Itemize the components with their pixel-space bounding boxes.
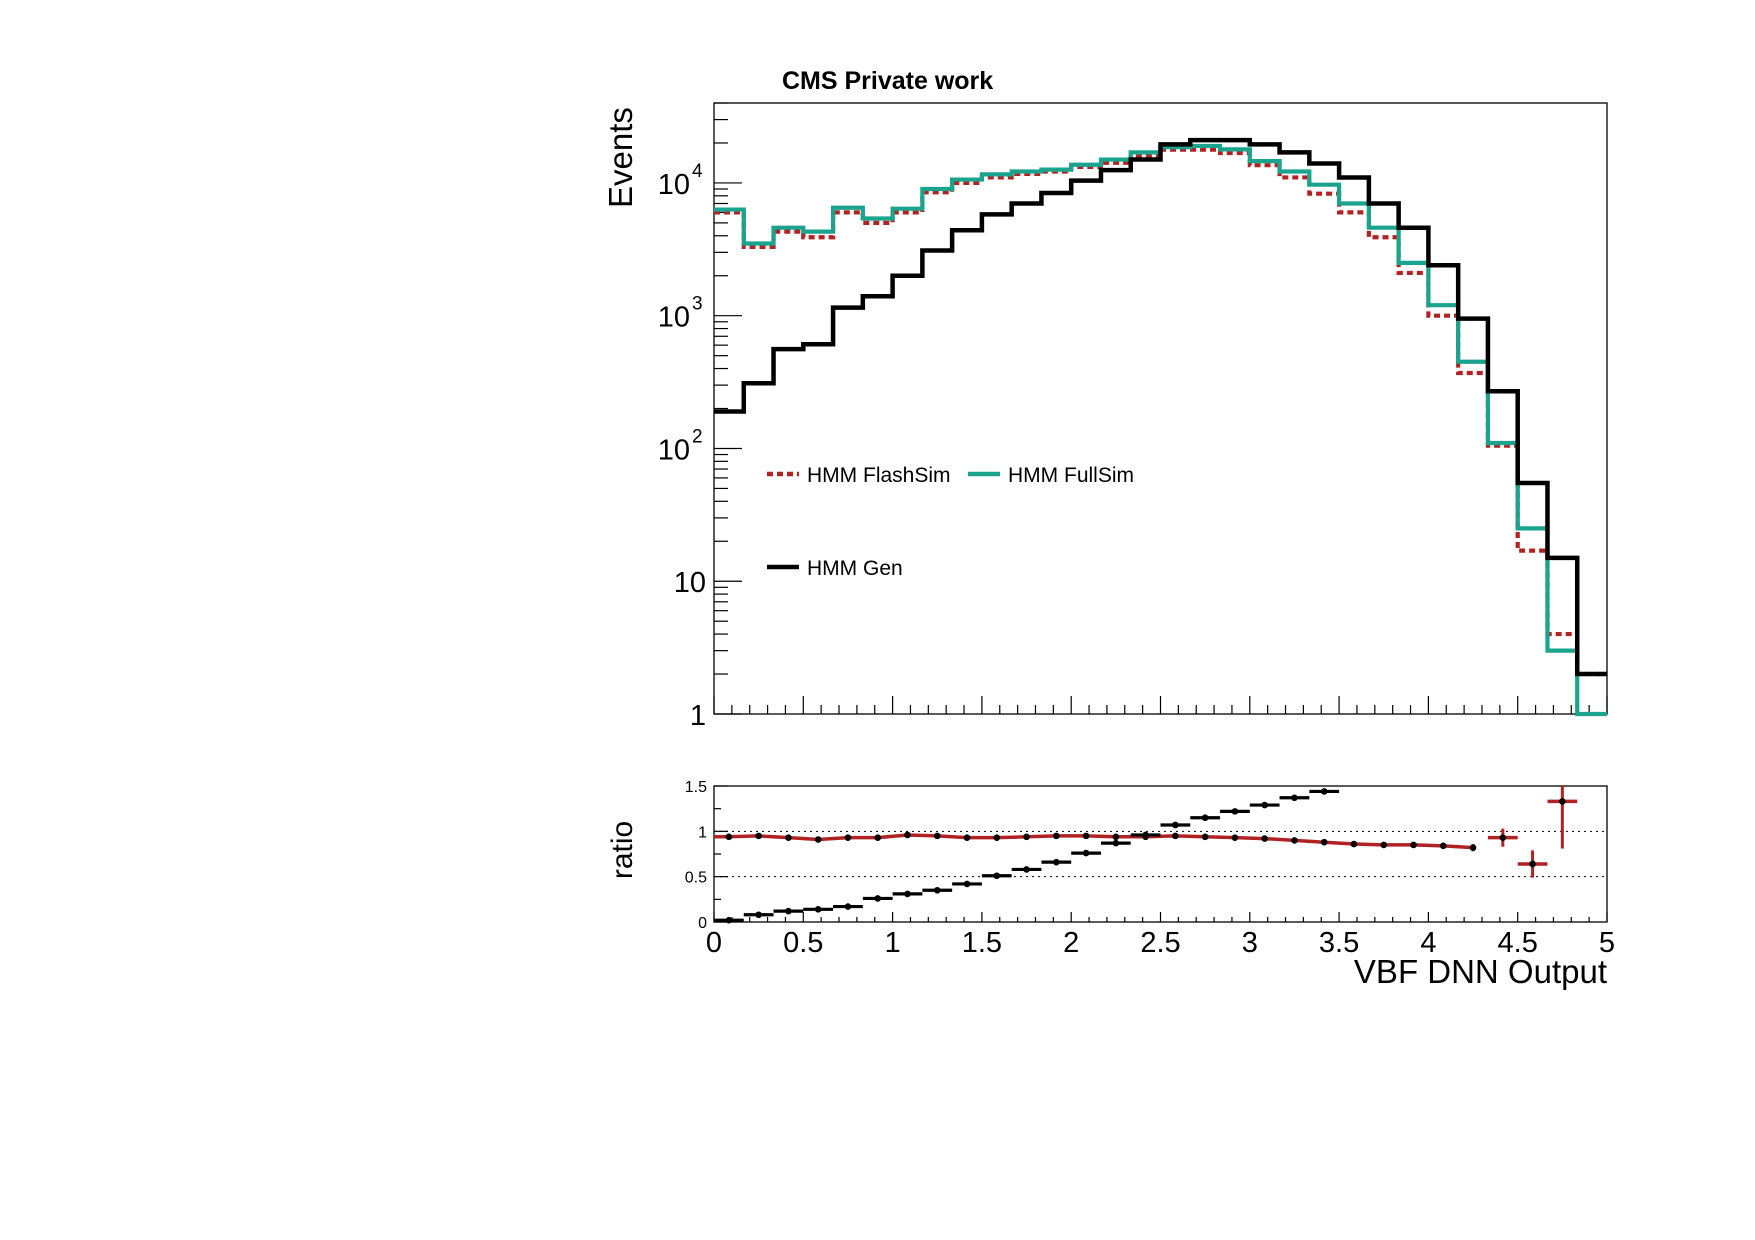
histogram-hmm-fullsim [714, 143, 1607, 717]
ratio-point-gen [1023, 866, 1030, 873]
ratio-point-flashsim [1023, 833, 1030, 841]
ratio-point-flashsim [1350, 840, 1358, 848]
x-tick-label: 4.5 [1498, 927, 1538, 959]
ratio-ticks [713, 785, 1608, 923]
ratio-y-tick-label: 1.5 [685, 779, 707, 796]
legend: HMM FlashSim HMM FullSim HMM Gen [767, 464, 1134, 580]
chart-title: CMS Private work [782, 67, 993, 95]
ratio-point-flashsim [874, 834, 882, 841]
ratio-point-flashsim [844, 834, 852, 841]
ratio-point-gen [1172, 821, 1179, 829]
ratio-point-flashsim [1053, 832, 1060, 840]
ratio-y-tick-label: 0.5 [685, 870, 707, 887]
ratio-point-gen [1231, 808, 1239, 815]
ratio-point-flashsim [1529, 860, 1536, 868]
ratio-point-flashsim [814, 836, 822, 843]
y-axis-title: Events [602, 107, 639, 208]
ratio-point-gen [725, 916, 733, 924]
y-tick-exponent: 3 [692, 294, 703, 315]
legend-label: HMM FlashSim [807, 464, 951, 487]
histogram-hmm-gen [714, 137, 1607, 677]
ratio-point-gen [785, 907, 792, 915]
legend-label: HMM Gen [807, 557, 903, 580]
ratio-point-gen [1291, 794, 1298, 802]
ratio-point-gen [1112, 839, 1120, 847]
y-tick-exponent: 4 [692, 161, 703, 182]
ratio-point-flashsim [1172, 832, 1179, 840]
x-tick-label: 0.5 [783, 927, 823, 959]
ratio-point-gen [755, 911, 762, 919]
ratio-point-flashsim [1469, 844, 1477, 851]
x-tick-labels: 0 0.5 1 1.5 2 2.5 3 3.5 4 4.5 5 [706, 927, 1615, 959]
y-tick-label: 10 [658, 302, 690, 334]
y-tick-label: 10 [658, 434, 690, 466]
ratio-point-flashsim [1559, 798, 1566, 805]
ratio-point-gen [1142, 831, 1149, 839]
ratio-y-tick-label: 0 [698, 915, 707, 932]
main-plot-frame [713, 102, 1608, 715]
ratio-point-flashsim [755, 832, 762, 840]
ratio-line-flashsim [714, 833, 1474, 850]
x-tick-label: 1 [885, 927, 901, 959]
x-tick-label: 2 [1063, 927, 1079, 959]
ratio-plot-frame [713, 785, 1608, 923]
ratio-point-flashsim [1261, 835, 1268, 842]
x-tick-label: 4 [1420, 927, 1436, 959]
x-tick-label: 2.5 [1140, 927, 1180, 959]
legend-label: HMM FullSim [1008, 464, 1134, 487]
y-tick-label: 1 [690, 700, 706, 732]
ratio-point-flashsim [963, 834, 971, 841]
ratio-axis-title: ratio [606, 821, 639, 879]
ratio-point-gen [1082, 849, 1090, 857]
histogram-hmm-flashsim [714, 147, 1607, 677]
ratio-y-tick-label: 1 [698, 824, 707, 841]
histograms [714, 137, 1607, 717]
ratio-point-flashsim [1082, 832, 1090, 840]
ratio-point-gen [874, 895, 882, 902]
ratio-point-gen [1201, 814, 1209, 822]
ratio-point-flashsim [1201, 833, 1209, 841]
ratio-point-flashsim [1380, 841, 1388, 849]
x-tick-label: 0 [706, 927, 722, 959]
ratio-point-gen [993, 872, 1001, 880]
y-tick-label: 10 [674, 567, 706, 599]
ratio-point-flashsim [904, 831, 911, 839]
main-ticks [713, 102, 1608, 715]
x-tick-label: 3 [1242, 927, 1258, 959]
ratio-points [713, 786, 1578, 924]
y-tick-exponent: 2 [692, 426, 703, 447]
ratio-point-flashsim [1112, 833, 1120, 841]
ratio-point-flashsim [933, 832, 941, 840]
ratio-point-flashsim [1291, 837, 1298, 844]
ratio-point-gen [1053, 858, 1060, 866]
ratio-point-flashsim [1231, 834, 1239, 841]
ratio-point-flashsim [785, 834, 792, 841]
ratio-y-tick-labels: 0 0.5 1 1.5 [685, 779, 707, 932]
x-tick-label: 5 [1599, 927, 1615, 959]
y-tick-label: 10 [658, 169, 690, 201]
ratio-point-flashsim [1499, 834, 1507, 841]
ratio-point-flashsim [1410, 841, 1417, 849]
ratio-panel: ratio 0 0.5 1 1.5 0 0.5 1 1.5 2 2.5 3 3.5 4 4.5 5 VBF… [606, 779, 1615, 990]
x-axis-title: VBF DNN Output [1354, 953, 1607, 990]
ratio-point-gen [844, 903, 852, 910]
x-tick-label: 1.5 [962, 927, 1002, 959]
ratio-point-gen [933, 886, 941, 894]
ratio-point-gen [963, 880, 971, 888]
ratio-point-flashsim [1320, 838, 1328, 846]
ratio-point-flashsim [1439, 842, 1447, 850]
ratio-point-gen [1320, 788, 1328, 795]
ratio-point-flashsim [725, 833, 733, 841]
ratio-point-flashsim [993, 834, 1001, 841]
x-tick-label: 3.5 [1319, 927, 1359, 959]
ratio-point-gen [904, 890, 911, 898]
ratio-point-gen [814, 906, 822, 913]
ratio-point-gen [1261, 801, 1268, 809]
